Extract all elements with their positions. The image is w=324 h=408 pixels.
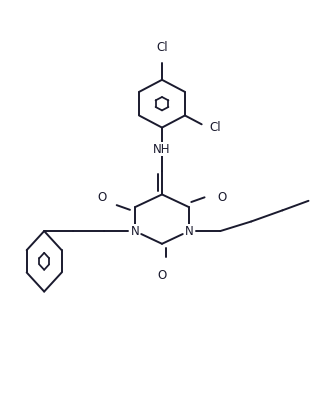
Text: Cl: Cl [156,41,168,54]
Text: N: N [131,224,139,237]
Text: Cl: Cl [209,121,221,134]
Text: N: N [185,224,193,237]
Text: O: O [97,191,106,204]
Text: O: O [157,269,167,282]
Text: NH: NH [153,143,171,156]
Text: O: O [218,191,227,204]
